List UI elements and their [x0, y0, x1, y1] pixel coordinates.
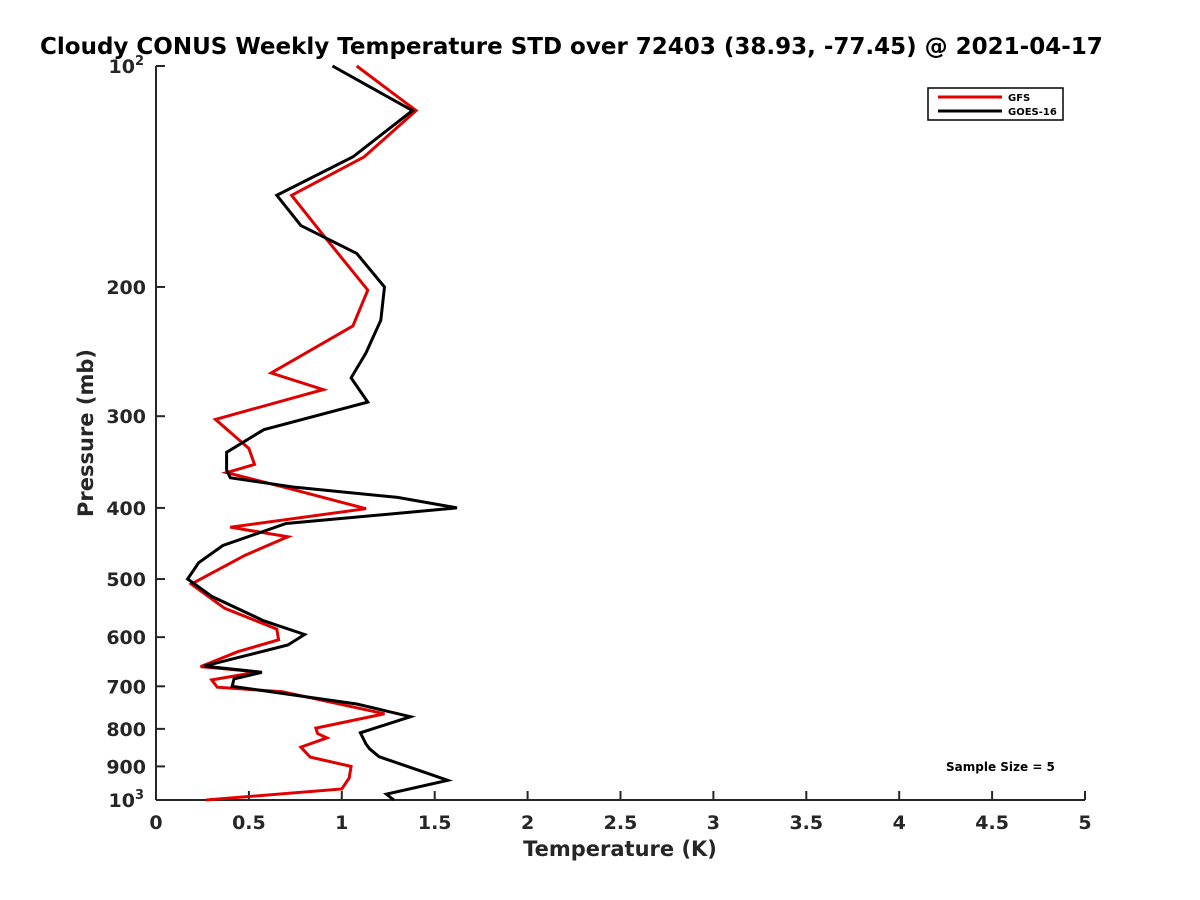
x-tick-label: 1.5 — [418, 812, 452, 834]
legend: GFS GOES-16 — [927, 87, 1064, 121]
x-tick-label: 2 — [521, 812, 534, 834]
legend-label-gfs: GFS — [1008, 93, 1030, 104]
legend-box — [927, 87, 1064, 121]
plot-area: 0 0.5 1 1.5 2 2.5 3 3.5 4 4.5 5 10 2200300400500600… — [106, 54, 1091, 834]
y-tick-label: 500 — [106, 569, 146, 591]
y-tick-label: 900 — [106, 756, 146, 778]
y-tick-label-base: 10 — [109, 56, 135, 78]
y-tick-label: 200 — [106, 277, 146, 299]
x-tick-label: 0 — [149, 812, 162, 834]
series-lines — [185, 64, 458, 802]
y-tick-label: 400 — [106, 498, 146, 520]
y-tick-label-base: 10 — [109, 790, 135, 812]
y-tick-label: 800 — [106, 719, 146, 741]
series-line-goes-16 — [185, 64, 458, 802]
x-tick-label: 3 — [707, 812, 720, 834]
y-axis-label: Pressure (mb) — [74, 349, 98, 517]
x-tick-label: 2.5 — [604, 812, 638, 834]
x-tick-label: 0.5 — [232, 812, 266, 834]
y-tick-label-exponent: 2 — [135, 54, 144, 69]
series-line-gfs — [188, 64, 419, 802]
x-axis-label: Temperature (K) — [523, 837, 717, 861]
y-tick-label-exponent: 3 — [135, 788, 144, 803]
x-tick-label: 3.5 — [789, 812, 823, 834]
sample-size-annotation: Sample Size = 5 — [946, 760, 1055, 774]
y-tick-label-power: 10 3 — [109, 788, 144, 812]
x-ticks: 0 0.5 1 1.5 2 2.5 3 3.5 4 4.5 5 — [149, 791, 1092, 834]
x-tick-label: 4 — [893, 812, 906, 834]
y-tick-label: 700 — [106, 676, 146, 698]
y-tick-label-power: 10 2 — [109, 54, 144, 78]
legend-label-goes16: GOES-16 — [1008, 107, 1057, 118]
chart-title: Cloudy CONUS Weekly Temperature STD over… — [40, 34, 1103, 60]
x-tick-label: 4.5 — [975, 812, 1009, 834]
y-tick-label: 300 — [106, 406, 146, 428]
x-tick-label: 1 — [335, 812, 348, 834]
y-tick-label: 600 — [106, 627, 146, 649]
x-tick-label: 5 — [1078, 812, 1091, 834]
